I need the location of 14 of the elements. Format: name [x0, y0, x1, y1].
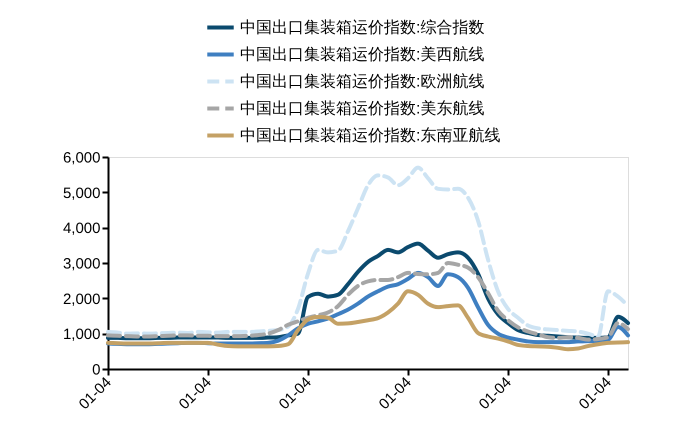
- y-tick-label: 3,000: [62, 256, 100, 272]
- line-series: [106, 289, 630, 352]
- y-tick-label: 1,000: [62, 326, 100, 344]
- y-tick-label: 4,000: [62, 220, 100, 238]
- y-tick-label: 0: [92, 362, 100, 378]
- legend-label: 中国出口集装箱运价指数:欧洲航线: [240, 72, 484, 90]
- legend-label: 中国出口集装箱运价指数:东南亚航线: [240, 126, 500, 144]
- y-tick-label: 6,000: [62, 150, 100, 166]
- legend-label: 中国出口集装箱运价指数:综合指数: [240, 18, 484, 36]
- line-series: [106, 261, 630, 342]
- legend-label: 中国出口集装箱运价指数:美东航线: [240, 100, 484, 118]
- legend-label: 中国出口集装箱运价指数:美西航线: [240, 46, 484, 64]
- y-tick-label: 5,000: [62, 184, 100, 202]
- y-tick-label: 2,000: [62, 290, 100, 308]
